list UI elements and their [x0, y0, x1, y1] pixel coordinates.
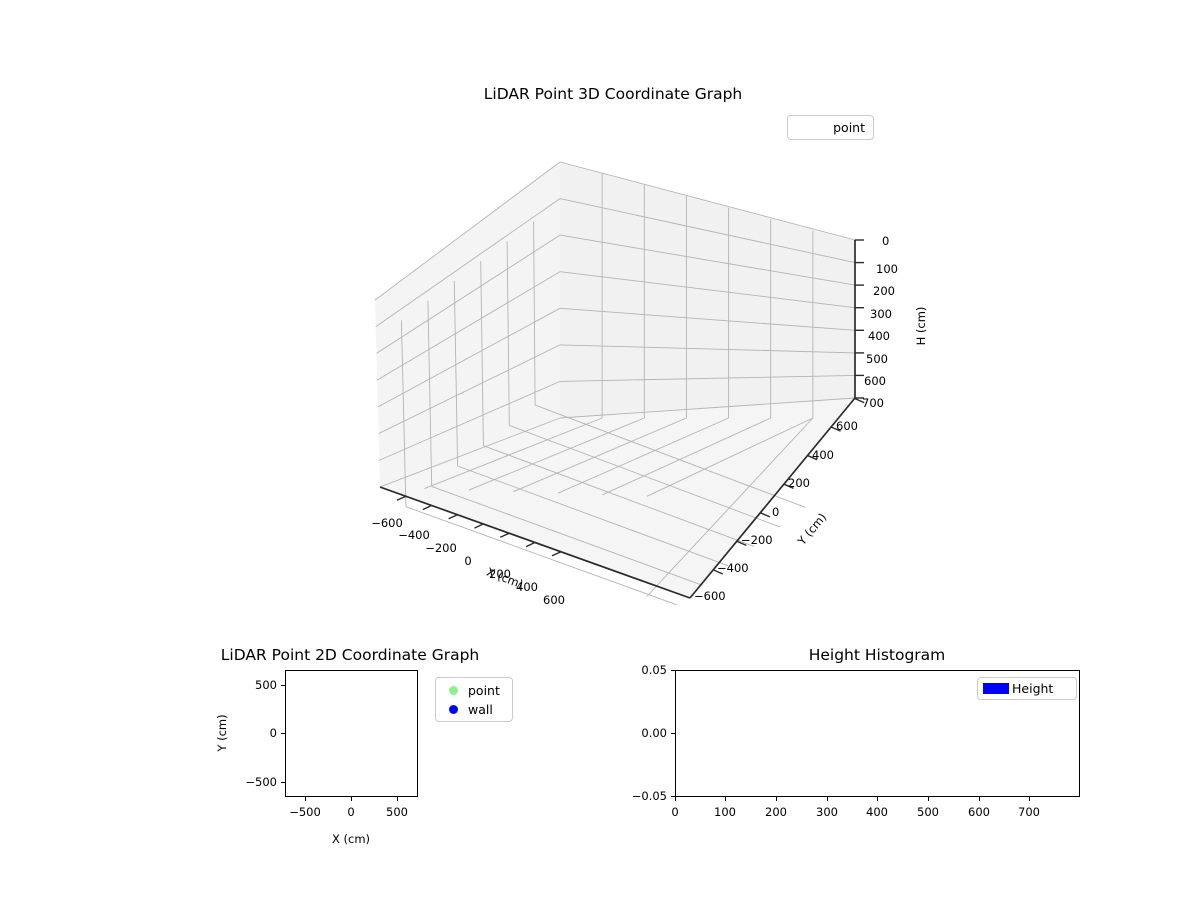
plot3d-xtick-5: 400: [516, 580, 538, 594]
histogram-xtickmark-400: [877, 797, 879, 801]
plot3d-xtick-0: −600: [371, 516, 403, 530]
plot2d-ylabel: Y (cm): [215, 714, 229, 752]
histogram-xtick-4: 400: [866, 805, 888, 819]
histogram-xtick-5: 500: [917, 805, 939, 819]
histogram-ytick-0: 0.05: [641, 663, 667, 677]
histogram-xtick-7: 700: [1018, 805, 1040, 819]
legend-item-point[interactable]: point: [788, 116, 873, 139]
plot3d-axes[interactable]: [300, 140, 940, 640]
plot2d-xlabel: X (cm): [331, 832, 371, 846]
plot2d-xtickmark-neg500: [305, 797, 307, 801]
plot3d-tickmarks: [396, 239, 865, 575]
plot2d-ytick-2: −500: [245, 775, 277, 789]
plot3d-ytick-1: −400: [717, 561, 749, 575]
histogram-ytick-1: 0.00: [641, 726, 667, 740]
legend-marker-wall: [438, 705, 468, 714]
plot3d-ytick-6: 600: [836, 419, 858, 433]
histogram-xtickmark-100: [725, 797, 727, 801]
plot2d-ytick-1: 0: [269, 726, 277, 740]
plot3d-xtick-6: 600: [543, 593, 565, 607]
histogram-xtickmark-600: [979, 797, 981, 801]
plot3d-panes: [375, 162, 855, 598]
histogram-ytickmark-zero: [671, 733, 675, 735]
histogram-xtick-2: 200: [765, 805, 787, 819]
histogram-ytickmark-upper: [671, 670, 675, 672]
plot2d-xtickmark-500: [397, 797, 399, 801]
plot2d-ytickmark-0: [281, 733, 285, 735]
legend-item-height[interactable]: Height: [980, 678, 1071, 699]
plot2d-title: LiDAR Point 2D Coordinate Graph: [220, 646, 480, 664]
plot3d-ztick-0: 0: [882, 234, 890, 248]
plot2d-xtickmark-0: [351, 797, 353, 801]
histogram-xtick-3: 300: [816, 805, 838, 819]
histogram-ytickmark-lower: [671, 796, 675, 798]
histogram-title: Height Histogram: [808, 646, 946, 664]
plot3d-ytick-4: 200: [788, 476, 810, 490]
plot2d-xtick-0: −500: [289, 805, 321, 819]
plot3d-ytick-2: −200: [741, 533, 773, 547]
histogram-xtickmark-500: [928, 797, 930, 801]
legend-item-point[interactable]: point: [438, 681, 508, 700]
histogram-legend[interactable]: Height: [977, 677, 1077, 700]
histogram-xtick-0: 0: [671, 805, 679, 819]
legend-label-height: Height: [1012, 681, 1054, 696]
plot3d-ytick-5: 400: [812, 448, 834, 462]
plot3d-xtick-3: 0: [464, 554, 472, 568]
plot2d-legend[interactable]: point wall: [435, 677, 513, 722]
legend-label-point: point: [468, 683, 500, 698]
histogram-xtick-1: 100: [714, 805, 736, 819]
histogram-xtickmark-0: [675, 797, 677, 801]
plot3d-ztick-3: 300: [870, 307, 892, 321]
plot2d-ytick-0: 500: [255, 678, 277, 692]
plot3d-ytick-0: −600: [694, 589, 726, 603]
plot3d-xtick-2: −200: [425, 541, 457, 555]
plot3d-ztick-2: 200: [873, 284, 895, 298]
plot3d-zlabel: H (cm): [914, 306, 928, 346]
plot2d-axes[interactable]: [285, 670, 418, 797]
plot3d-ytick-3: 0: [772, 505, 780, 519]
plot3d-ztick-7: 700: [862, 396, 884, 410]
plot3d-xtick-4: 200: [489, 567, 511, 581]
legend-label-point: point: [833, 120, 865, 135]
legend-item-wall[interactable]: wall: [438, 700, 508, 719]
plot3d-ztick-5: 500: [866, 352, 888, 366]
plot2d-ytickmark-neg500: [281, 782, 285, 784]
histogram-xtickmark-300: [827, 797, 829, 801]
plot3d-legend[interactable]: point: [787, 115, 874, 140]
histogram-xtick-6: 600: [968, 805, 990, 819]
histogram-ytick-2: −0.05: [631, 789, 667, 803]
plot3d-ztick-1: 100: [876, 262, 898, 276]
plot3d-gridlines: [374, 161, 856, 606]
legend-patch-height: [980, 683, 1012, 694]
histogram-xtickmark-200: [776, 797, 778, 801]
plot2d-xtick-1: 0: [347, 805, 355, 819]
plot2d-xtick-2: 500: [386, 805, 408, 819]
plot3d-xtick-1: −400: [398, 528, 430, 542]
plot2d-ytickmark-500: [281, 685, 285, 687]
legend-label-wall: wall: [468, 702, 493, 717]
legend-marker-point: [438, 686, 468, 695]
plot3d-ztick-4: 400: [868, 329, 890, 343]
plot3d-title: LiDAR Point 3D Coordinate Graph: [483, 85, 743, 103]
histogram-xtickmark-700: [1029, 797, 1031, 801]
plot3d-ztick-6: 600: [864, 374, 886, 388]
